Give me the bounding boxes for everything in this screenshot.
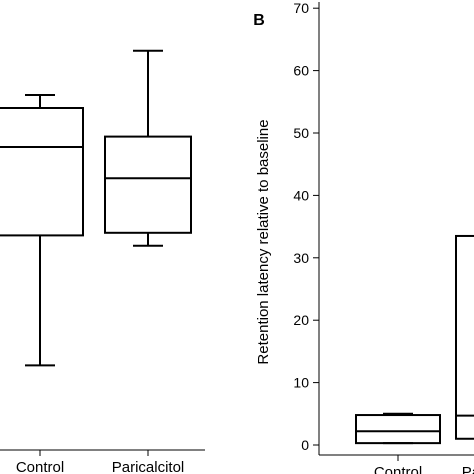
panel-b-y-tick-label-40: 40 (293, 187, 309, 203)
panel-b-y-tick-label-20: 20 (293, 312, 309, 328)
panel-b-y-tick-label-70: 70 (293, 0, 309, 16)
panel-b-y-tick-label-0: 0 (301, 437, 309, 453)
panel-a-control-box (0, 107, 84, 237)
panel-a: Control Paricalcitol (0, 49, 205, 474)
panel-b-y-tick-label-60: 60 (293, 63, 309, 79)
panel-b: B Retention latency relative to baseline… (253, 0, 474, 474)
panel-b-control-box (355, 414, 441, 445)
panel-b-paricalcitol-box (455, 234, 474, 440)
panel-b-y-tick-label-50: 50 (293, 125, 309, 141)
panel-b-letter: B (253, 12, 265, 29)
panel-b-y-axis-title: Retention latency relative to baseline (255, 119, 272, 364)
panel-a-paricalcitol-box (104, 135, 192, 234)
panel-b-y-tick-label-30: 30 (293, 250, 309, 266)
panel-a-x-tick-label-control: Control (16, 459, 64, 474)
panel-a-x-tick-label-paricalcitol: Paricalcitol (112, 459, 185, 474)
panel-b-x-tick-label-control: Control (374, 464, 422, 474)
panel-b-y-tick-label-10: 10 (293, 375, 309, 391)
panel-b-x-tick-label-paricalcitol: Paricalcitol (462, 464, 474, 474)
